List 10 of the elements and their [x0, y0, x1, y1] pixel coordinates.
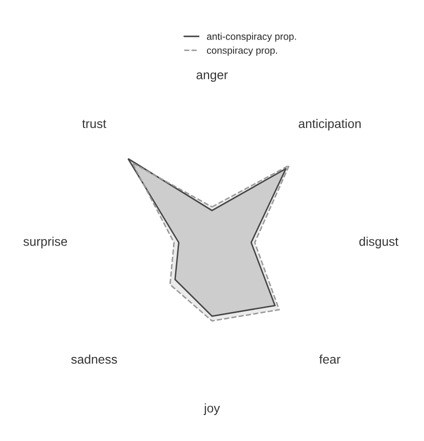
spoke-label: disgust: [359, 236, 398, 248]
spoke-label: sadness: [71, 354, 117, 364]
spoke-label: anger: [196, 72, 228, 82]
spoke-label: joy: [204, 403, 220, 416]
legend-label: conspiracy prop.: [206, 46, 277, 56]
legend-label: anti-conspiracy prop.: [206, 32, 296, 42]
spoke-label: surprise: [23, 236, 68, 248]
spoke-label: anticipation: [298, 118, 361, 131]
spoke-label: trust: [82, 120, 106, 128]
spoke-label: fear: [319, 354, 340, 364]
